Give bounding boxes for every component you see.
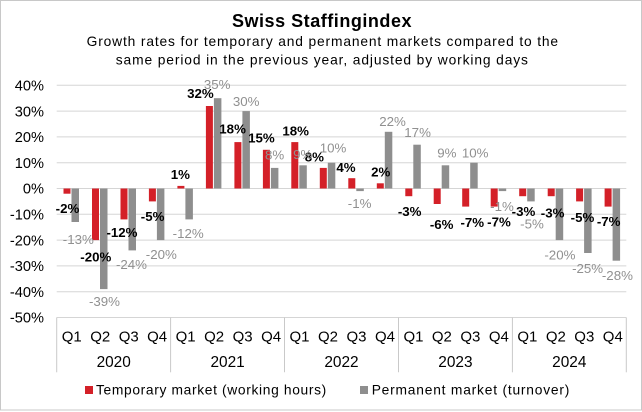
svg-text:Q2: Q2 [432, 329, 452, 346]
svg-text:40%: 40% [15, 79, 44, 95]
svg-text:22%: 22% [379, 114, 406, 129]
svg-text:-7%: -7% [487, 215, 511, 230]
svg-text:10%: 10% [462, 146, 489, 161]
svg-text:-5%: -5% [520, 216, 544, 231]
svg-text:-6%: -6% [430, 217, 454, 232]
svg-text:10%: 10% [320, 140, 347, 155]
svg-text:Temporary market (working hour: Temporary market (working hours) [96, 383, 327, 398]
svg-text:-5%: -5% [571, 210, 595, 225]
svg-text:2020: 2020 [97, 354, 131, 371]
svg-text:-3%: -3% [398, 204, 422, 219]
svg-text:-7%: -7% [460, 215, 484, 230]
svg-text:Q1: Q1 [289, 329, 309, 346]
svg-text:35%: 35% [204, 77, 231, 92]
svg-text:-40%: -40% [10, 285, 44, 301]
svg-text:-13%: -13% [63, 232, 94, 247]
svg-text:-5%: -5% [141, 209, 165, 224]
svg-text:Q3: Q3 [460, 329, 480, 346]
svg-text:2%: 2% [371, 164, 390, 179]
svg-text:20%: 20% [15, 130, 44, 146]
svg-text:0%: 0% [23, 182, 44, 198]
svg-text:8%: 8% [305, 149, 324, 164]
svg-text:2021: 2021 [210, 354, 244, 371]
svg-text:-20%: -20% [10, 233, 44, 249]
svg-text:-50%: -50% [10, 311, 44, 327]
svg-text:17%: 17% [404, 125, 431, 140]
svg-text:9%: 9% [293, 147, 312, 162]
svg-text:-10%: -10% [10, 208, 44, 224]
svg-text:Q4: Q4 [489, 329, 509, 346]
svg-text:Q1: Q1 [403, 329, 423, 346]
svg-text:2022: 2022 [324, 354, 358, 371]
svg-text:Q4: Q4 [261, 329, 281, 346]
svg-text:Q2: Q2 [90, 329, 110, 346]
svg-text:Q2: Q2 [318, 329, 338, 346]
svg-text:30%: 30% [15, 104, 44, 120]
svg-text:Q3: Q3 [574, 329, 594, 346]
svg-text:-20%: -20% [80, 250, 111, 265]
svg-text:15%: 15% [248, 131, 275, 146]
svg-text:Q4: Q4 [603, 329, 623, 346]
svg-text:Q1: Q1 [176, 329, 196, 346]
svg-text:10%: 10% [15, 156, 44, 172]
svg-text:Permanent market (turnover): Permanent market (turnover) [372, 383, 570, 398]
svg-text:Q2: Q2 [204, 329, 224, 346]
svg-text:-3%: -3% [541, 205, 565, 220]
svg-text:Q1: Q1 [62, 329, 82, 346]
svg-text:Q1: Q1 [517, 329, 537, 346]
svg-text:Q3: Q3 [119, 329, 139, 346]
svg-text:-28%: -28% [602, 268, 633, 283]
svg-text:Q4: Q4 [147, 329, 167, 346]
svg-text:9%: 9% [437, 146, 456, 161]
svg-text:32%: 32% [187, 86, 214, 101]
svg-text:-3%: -3% [512, 204, 536, 219]
svg-text:-1%: -1% [348, 196, 372, 211]
svg-text:-20%: -20% [544, 248, 575, 263]
svg-text:1%: 1% [171, 167, 190, 182]
svg-text:same period in the previous ye: same period in the previous year, adjust… [116, 53, 529, 68]
svg-text:30%: 30% [233, 94, 260, 109]
svg-text:8%: 8% [265, 148, 284, 163]
svg-text:-12%: -12% [106, 225, 137, 240]
svg-text:Swiss Staffingindex: Swiss Staffingindex [232, 11, 412, 31]
svg-text:-25%: -25% [572, 261, 603, 276]
svg-text:Q4: Q4 [375, 329, 395, 346]
svg-text:Q2: Q2 [546, 329, 566, 346]
svg-text:-24%: -24% [116, 257, 147, 272]
svg-text:18%: 18% [219, 121, 246, 136]
svg-text:2024: 2024 [552, 354, 587, 371]
svg-text:-12%: -12% [173, 226, 204, 241]
svg-text:2023: 2023 [438, 354, 472, 371]
svg-text:Q3: Q3 [346, 329, 366, 346]
svg-text:-39%: -39% [89, 294, 120, 309]
svg-text:-1%: -1% [490, 199, 514, 214]
svg-text:18%: 18% [282, 124, 309, 139]
svg-text:Q3: Q3 [233, 329, 253, 346]
svg-text:-20%: -20% [146, 247, 177, 262]
svg-text:-30%: -30% [10, 259, 44, 275]
svg-text:Growth rates for temporary and: Growth rates for temporary and permanent… [87, 34, 559, 49]
svg-text:-7%: -7% [597, 214, 621, 229]
svg-text:-2%: -2% [56, 201, 80, 216]
svg-text:4%: 4% [336, 160, 355, 175]
